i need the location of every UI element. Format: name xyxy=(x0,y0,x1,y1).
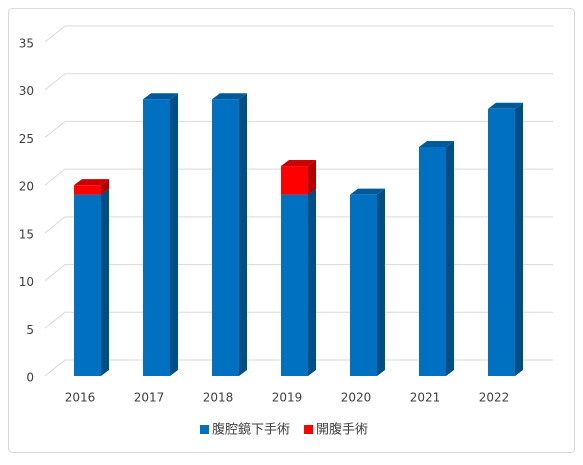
grid-line xyxy=(44,359,553,377)
bar-segment xyxy=(488,102,523,377)
grid-line xyxy=(44,73,553,91)
bar-front xyxy=(488,108,515,377)
bar-top xyxy=(143,93,178,100)
bar-side xyxy=(170,93,178,376)
bar-front xyxy=(74,194,101,376)
bar-segment xyxy=(350,188,385,376)
bar-side xyxy=(101,188,109,376)
bar-top xyxy=(212,93,247,100)
bar-front xyxy=(350,194,377,376)
bar-segment xyxy=(281,160,316,195)
bar-segment xyxy=(74,188,109,376)
legend-label: 開腹手術 xyxy=(316,422,368,438)
grid-line xyxy=(44,311,553,329)
bar-front xyxy=(212,99,239,376)
y-tick-label: 30 xyxy=(19,84,34,98)
bar-front xyxy=(281,166,308,195)
x-tick-label: 2018 xyxy=(203,391,234,405)
y-tick-label: 0 xyxy=(26,371,34,385)
bar-segment xyxy=(281,188,316,376)
x-tick-label: 2022 xyxy=(479,391,510,405)
y-tick-label: 5 xyxy=(26,323,34,337)
y-tick-label: 35 xyxy=(19,37,34,51)
grid-line xyxy=(44,120,553,138)
bar-front xyxy=(281,194,308,376)
bar-top xyxy=(281,160,316,167)
bar-side xyxy=(308,188,316,376)
bar-side xyxy=(101,179,109,195)
bar-side xyxy=(446,140,454,376)
bar-front xyxy=(74,185,101,195)
bar-front xyxy=(143,99,170,376)
bar-side xyxy=(239,93,247,376)
bar-side xyxy=(308,160,316,195)
bar-segment xyxy=(74,179,109,195)
grid-line xyxy=(44,25,553,43)
grid-line xyxy=(44,264,553,281)
bar-segment xyxy=(212,93,247,376)
bar-top xyxy=(419,140,454,147)
bar-side xyxy=(377,188,385,376)
bar-top xyxy=(488,102,523,109)
bar-segment xyxy=(143,93,178,376)
y-tick-label: 10 xyxy=(19,275,34,289)
y-tick-label: 20 xyxy=(19,180,34,194)
grid-line xyxy=(44,216,553,234)
legend-swatch xyxy=(200,425,209,434)
bar-side xyxy=(515,102,523,377)
bar-front xyxy=(419,146,446,376)
x-tick-label: 2021 xyxy=(410,391,441,405)
legend-swatch xyxy=(304,425,314,434)
bar-top xyxy=(74,179,109,186)
y-tick-label: 25 xyxy=(19,132,34,146)
x-tick-label: 2020 xyxy=(341,391,372,405)
bar-segment xyxy=(419,140,454,376)
grid-line xyxy=(44,168,553,186)
y-tick-label: 15 xyxy=(19,227,34,241)
x-tick-label: 2016 xyxy=(65,391,96,405)
x-tick-label: 2019 xyxy=(272,391,303,405)
bar-top xyxy=(350,188,385,195)
legend-label: 腹腔鏡下手術 xyxy=(212,422,290,438)
x-tick-label: 2017 xyxy=(134,391,165,405)
